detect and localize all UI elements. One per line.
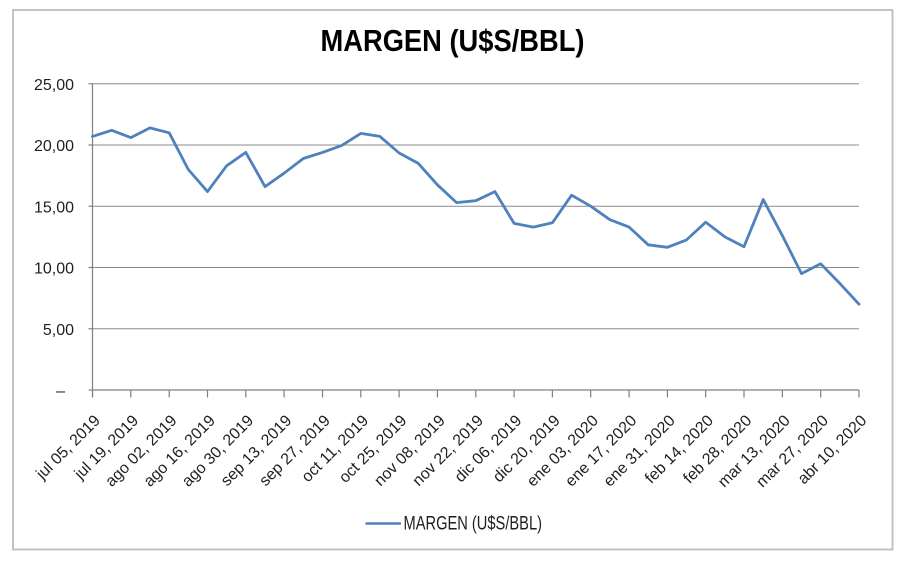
svg-text:MARGEN (U$S/BBL): MARGEN (U$S/BBL) [321, 23, 585, 58]
svg-text:MARGEN (U$S/BBL): MARGEN (U$S/BBL) [404, 514, 543, 535]
svg-text:5,00: 5,00 [43, 322, 74, 339]
svg-text:20,00: 20,00 [34, 138, 74, 155]
svg-text:10,00: 10,00 [34, 261, 74, 278]
svg-text:–: – [56, 383, 65, 400]
svg-text:15,00: 15,00 [34, 199, 74, 216]
svg-text:25,00: 25,00 [34, 77, 74, 94]
